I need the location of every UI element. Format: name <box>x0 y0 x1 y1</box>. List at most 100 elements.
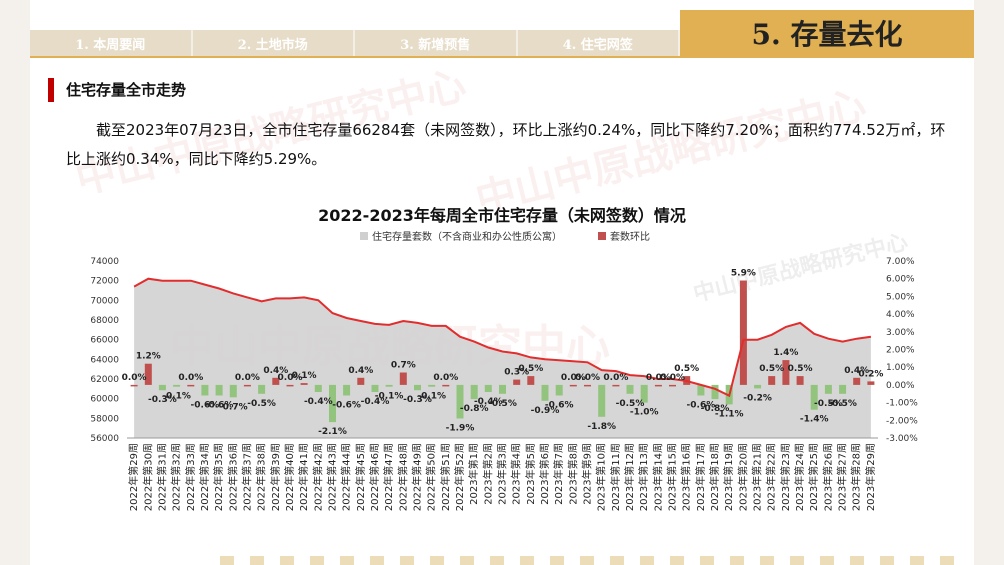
chart-legend: 住宅存量套数（不含商业和办公性质公寓） 套数环比 <box>360 228 650 243</box>
wow-data-label: 0.2% <box>858 369 883 379</box>
x-tick-label: 2023年第12周 <box>623 443 636 511</box>
wow-data-label: -0.4% <box>474 397 503 407</box>
tab-residential-signing[interactable]: 4. 住宅网签 <box>517 30 680 56</box>
legend-swatch-stock <box>360 231 368 240</box>
tab-news[interactable]: 1. 本周要闻 <box>30 30 193 56</box>
legend-swatch-wow <box>598 231 606 240</box>
wow-data-label: 0.7% <box>391 361 416 371</box>
x-tick-label: 2022年第37周 <box>240 443 253 511</box>
x-tick-label: 2023年第26周 <box>821 443 834 511</box>
y-right-tick-label: 0.00% <box>886 381 915 391</box>
x-tick-label: 2023年第25周 <box>807 443 820 511</box>
tab-inventory-current[interactable]: 5. 存量去化 <box>680 10 974 56</box>
wow-bar <box>782 360 790 385</box>
wow-bar <box>158 384 166 391</box>
x-tick-label: 2023年第13周 <box>637 443 650 511</box>
x-tick-label: 2023年第27周 <box>836 443 849 511</box>
wow-bar <box>824 384 832 394</box>
x-tick-label: 2022年第49周 <box>411 443 424 511</box>
y-right-tick-label: 7.00% <box>886 257 915 267</box>
y-right-tick-label: -2.00% <box>886 416 918 426</box>
x-tick-label: 2023年第20周 <box>736 443 749 511</box>
wow-data-label: -0.1% <box>417 392 446 402</box>
chart-title: 2022-2023年每周全市住宅存量（未网签数）情况 <box>318 206 686 225</box>
wow-data-label: 0.5% <box>788 364 813 374</box>
wow-bar <box>343 384 351 396</box>
legend-item-wow: 套数环比 <box>598 228 650 243</box>
wow-data-label: 0.0% <box>646 373 671 383</box>
summary-paragraph: 截至2023年07月23日，全市住宅存量66284套（未网签数），环比上涨约0.… <box>66 121 946 168</box>
x-tick-label: 2023年第28周 <box>850 443 863 511</box>
wow-bar <box>810 384 818 410</box>
x-tick-label: 2023年第4周 <box>510 443 523 505</box>
wow-bar <box>867 381 875 385</box>
section-marker <box>48 78 54 102</box>
y-left-tick-label: 64000 <box>90 355 119 365</box>
x-tick-label: 2022年第40周 <box>283 443 296 511</box>
x-tick-label: 2023年第14周 <box>651 443 664 511</box>
wow-data-label: -1.0% <box>630 408 659 418</box>
wow-data-label: 0.5% <box>759 364 784 374</box>
wow-data-label: -0.1% <box>162 392 191 402</box>
wow-data-label: 0.0% <box>575 373 600 383</box>
wow-data-label: -1.8% <box>587 422 616 432</box>
x-tick-label: 2022年第41周 <box>297 443 310 511</box>
x-tick-label: 2022年第50周 <box>425 443 438 511</box>
wow-bar <box>187 384 195 387</box>
wow-data-label: -0.5% <box>828 399 857 409</box>
wow-data-label: 1.4% <box>773 348 798 358</box>
wow-bar <box>711 384 719 400</box>
tab-new-presale[interactable]: 3. 新增预售 <box>355 30 518 56</box>
x-tick-label: 2023年第7周 <box>552 443 565 505</box>
x-tick-label: 2023年第17周 <box>694 443 707 511</box>
wow-data-label: -0.6% <box>545 401 574 411</box>
x-tick-label: 2023年第16周 <box>680 443 693 511</box>
wow-bar <box>456 384 464 419</box>
wow-data-label: -0.8% <box>701 404 730 414</box>
wow-data-label: 0.4% <box>348 366 373 376</box>
x-tick-label: 2023年第15周 <box>666 443 679 511</box>
wow-data-label: 0.0% <box>178 373 203 383</box>
wow-data-label: -0.3% <box>148 395 177 405</box>
x-tick-label: 2023年第11周 <box>609 443 622 511</box>
wow-bar <box>739 280 747 385</box>
wow-bar <box>414 384 421 391</box>
x-tick-label: 2023年第21周 <box>751 443 764 511</box>
x-tick-label: 2022年第42周 <box>311 443 324 511</box>
wow-data-label: -0.5% <box>488 399 517 409</box>
wow-bar <box>484 384 492 392</box>
wow-bar <box>669 384 676 387</box>
wow-bar <box>612 384 620 387</box>
wow-bar <box>442 384 450 387</box>
x-tick-label: 2022年第47周 <box>382 443 395 511</box>
wow-bar <box>768 376 776 385</box>
x-tick-label: 2022年第36周 <box>226 443 239 511</box>
wow-data-label: -0.1% <box>375 392 404 402</box>
wow-data-label: -0.6% <box>687 401 716 411</box>
x-tick-label: 2023年第19周 <box>722 443 735 511</box>
wow-bar <box>272 377 280 385</box>
x-tick-label: 2022年第51周 <box>439 443 452 511</box>
y-right-tick-label: 3.00% <box>886 328 915 338</box>
x-tick-label: 2023年第3周 <box>496 443 509 505</box>
wow-bar <box>258 384 266 394</box>
tab-land-market[interactable]: 2. 土地市场 <box>192 30 355 56</box>
wow-data-label: -0.4% <box>361 397 390 407</box>
wow-bar <box>626 384 634 394</box>
x-tick-label: 2022年第31周 <box>155 443 168 511</box>
y-left-tick-label: 72000 <box>90 277 119 287</box>
wow-bar <box>697 384 705 396</box>
wow-bar <box>853 377 861 385</box>
wow-data-label: 0.0% <box>433 373 458 383</box>
nav-tabs: 1. 本周要闻 2. 土地市场 3. 新增预售 4. 住宅网签 <box>30 30 680 56</box>
legend-item-stock: 住宅存量套数（不含商业和办公性质公寓） <box>360 228 562 243</box>
x-tick-label: 2023年第2周 <box>481 443 494 505</box>
wow-data-label: -0.7% <box>219 402 248 412</box>
y-left-tick-label: 74000 <box>90 257 119 267</box>
wow-data-label: -2.1% <box>318 427 347 437</box>
wow-data-label: -0.5% <box>247 399 276 409</box>
header-divider <box>30 56 974 58</box>
legend-label-stock: 住宅存量套数（不含商业和办公性质公寓） <box>372 232 562 243</box>
wow-data-label: 0.5% <box>674 364 699 374</box>
wow-data-label: 0.0% <box>561 373 586 383</box>
